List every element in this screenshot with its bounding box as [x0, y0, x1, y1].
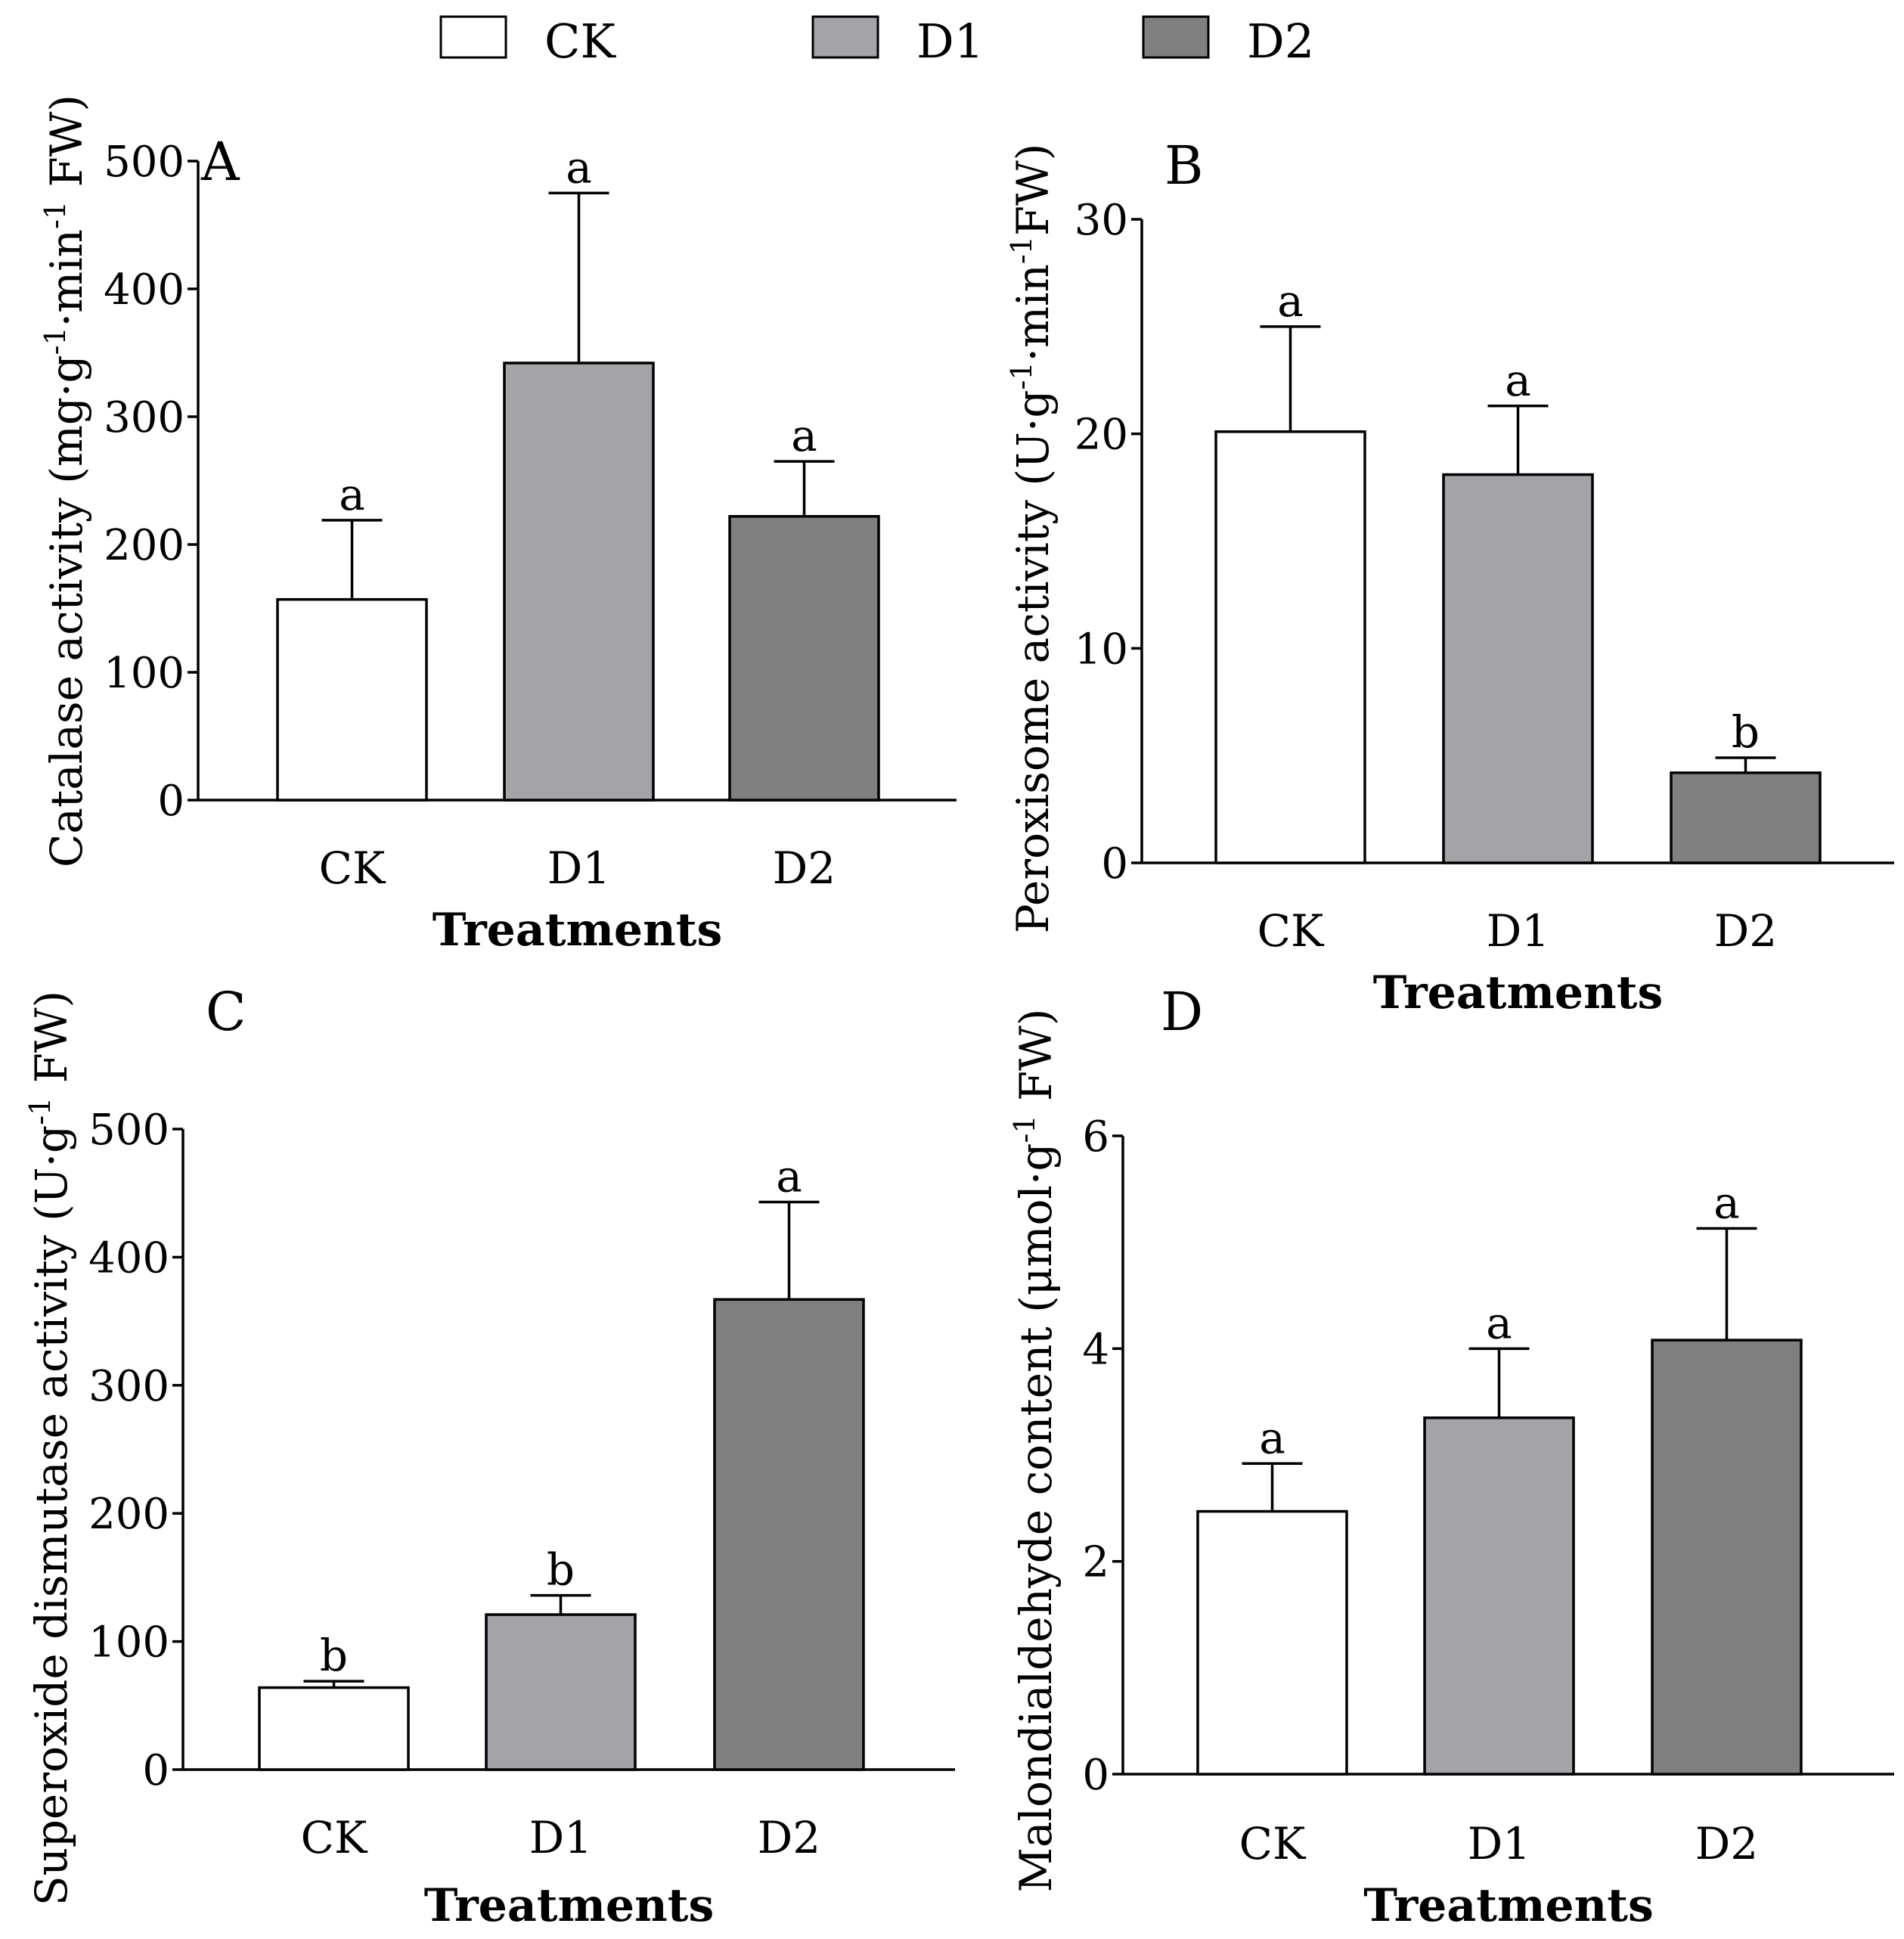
legend-swatch-d1 — [811, 15, 879, 59]
sig-letter-a-d1: a — [566, 141, 592, 193]
y-axis-title-c: Superoxide dismutase activity (U·g-1 FW) — [23, 991, 77, 1906]
y-tick-label-d: 4 — [1082, 1325, 1109, 1374]
category-label-c-d2: D2 — [758, 1812, 820, 1863]
y-tick-label-b: 20 — [1074, 411, 1128, 460]
legend-label-d1: D1 — [916, 14, 984, 69]
bar-b-d2 — [1670, 771, 1822, 864]
y-tick-label-b: 0 — [1101, 839, 1128, 889]
y-tick-label-d: 0 — [1082, 1751, 1109, 1800]
panel-d: D 0 2 4 6 a CK a D1 a D2 Treatments Malondialdehyde … — [1008, 981, 1894, 1932]
bar-c-ck — [258, 1686, 410, 1771]
legend: CK D1 D2 — [439, 14, 1314, 69]
y-tick-label-a: 500 — [104, 138, 185, 187]
category-label-d-d2: D2 — [1695, 1818, 1758, 1869]
y-tick-label-c: 500 — [88, 1106, 169, 1155]
legend-label-ck: CK — [544, 14, 616, 69]
y-tick-label-d: 6 — [1082, 1112, 1109, 1162]
panel-c: C 0 100 200 300 400 500 b CK b D1 a D2 Treatments Supe… — [23, 981, 955, 1932]
y-tick-label-c: 300 — [88, 1362, 169, 1411]
sig-letter-a-d2: a — [791, 410, 817, 461]
y-tick-label-b: 30 — [1074, 196, 1128, 245]
y-tick-label-a: 300 — [104, 393, 185, 442]
y-axis-title-a: Catalase activity (mg·g-1·min-1 FW) — [39, 95, 92, 867]
legend-swatch-d2 — [1142, 15, 1210, 59]
y-axis-title-d: Malondialdehyde content (μmol·g-1 FW) — [1008, 1009, 1062, 1893]
panel-b: B 0 10 20 30 a CK a D1 b D2 Treatments Peroxisome ac… — [1005, 135, 1894, 1019]
bar-d-d2 — [1651, 1339, 1803, 1776]
category-label-c-d1: D1 — [529, 1812, 592, 1863]
sig-letter-d-ck: a — [1259, 1412, 1285, 1463]
x-axis-title-d: Treatments — [1363, 1879, 1653, 1932]
bar-d-d1 — [1423, 1416, 1575, 1776]
bar-a-ck — [276, 597, 428, 802]
sig-letter-d-d1: a — [1486, 1297, 1512, 1348]
bar-a-d2 — [728, 515, 880, 802]
y-tick-label-c: 100 — [88, 1618, 169, 1668]
category-label-d-d1: D1 — [1468, 1818, 1530, 1869]
sig-letter-c-ck: b — [320, 1630, 348, 1681]
sig-letter-a-ck: a — [339, 469, 365, 520]
bar-b-d1 — [1442, 473, 1594, 864]
x-axis-title-a: Treatments — [433, 904, 722, 957]
legend-swatch-ck — [439, 15, 507, 59]
y-tick-label-c: 400 — [88, 1233, 169, 1283]
y-axis-title-b: Peroxisome activity (U·g-1·min-1FW) — [1005, 144, 1059, 934]
category-label-a-d1: D1 — [547, 842, 610, 894]
x-axis-title-b: Treatments — [1373, 966, 1663, 1019]
sig-letter-c-d1: b — [547, 1544, 575, 1596]
category-label-c-ck: CK — [301, 1812, 368, 1863]
bar-c-d1 — [485, 1613, 637, 1771]
sig-letter-b-ck: a — [1277, 275, 1304, 327]
category-label-b-ck: CK — [1257, 905, 1325, 957]
bar-b-ck — [1214, 430, 1366, 864]
y-tick-label-b: 10 — [1074, 625, 1128, 674]
chart-panels: A0100200300400500aCKaD1aD2TreatmentsCata… — [23, 95, 1894, 1932]
sig-letter-b-d2: b — [1732, 706, 1760, 758]
y-tick-label-a: 100 — [104, 649, 185, 698]
bar-a-d1 — [503, 361, 655, 802]
panel-a: A 0 100 200 300 400 500 a CK a D1 a D2 Treatments Cata… — [39, 95, 957, 957]
category-label-d-ck: CK — [1239, 1818, 1307, 1869]
y-tick-label-c: 0 — [142, 1746, 169, 1795]
category-label-a-d2: D2 — [773, 842, 836, 894]
y-tick-label-c: 200 — [88, 1490, 169, 1539]
y-tick-label-a: 200 — [104, 521, 185, 570]
category-label-b-d2: D2 — [1714, 905, 1777, 957]
panel-letter-d: D — [1161, 981, 1203, 1043]
bar-d-ck — [1196, 1509, 1348, 1776]
legend-label-d2: D2 — [1247, 14, 1314, 69]
category-label-a-ck: CK — [319, 842, 386, 894]
panel-letter-b: B — [1164, 135, 1203, 197]
y-tick-label-a: 0 — [157, 777, 185, 826]
sig-letter-b-d1: a — [1505, 355, 1531, 406]
sig-letter-d-d2: a — [1713, 1177, 1740, 1228]
y-tick-label-a: 400 — [104, 265, 185, 315]
y-tick-label-d: 2 — [1082, 1538, 1109, 1587]
panel-letter-c: C — [206, 981, 247, 1043]
x-axis-title-c: Treatments — [424, 1879, 714, 1932]
sig-letter-c-d2: a — [776, 1151, 802, 1202]
panel-letter-a: A — [200, 131, 240, 193]
bar-c-d2 — [713, 1298, 865, 1771]
category-label-b-d1: D1 — [1487, 905, 1549, 957]
